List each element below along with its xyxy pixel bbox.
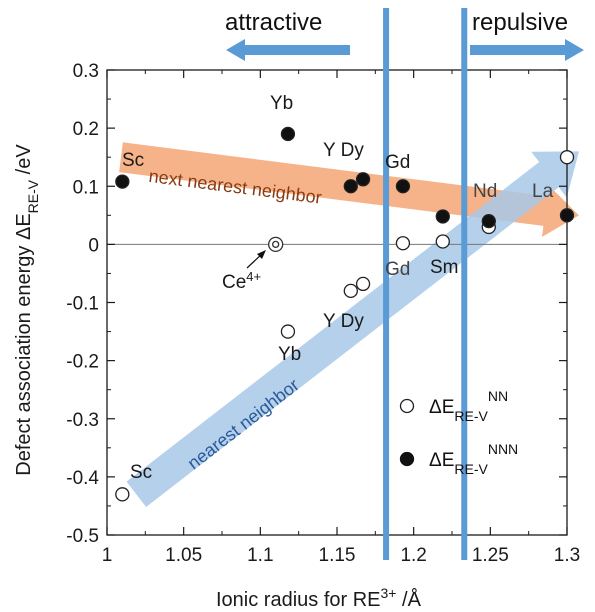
label-sc-nnn: Sc	[122, 150, 144, 171]
legend-filled-marker	[399, 451, 415, 467]
legend-open-marker	[399, 398, 415, 414]
attractive-arrow	[226, 39, 350, 61]
label-gd-nn: Gd	[385, 259, 410, 280]
y-tick-label: -0.5	[66, 526, 99, 547]
repulsive-arrow	[470, 39, 584, 61]
label-sm: Sm	[430, 257, 459, 278]
x-tick-label: 1.15	[319, 545, 356, 566]
y-tick-label: 0.1	[73, 177, 99, 198]
nnn-point-gd	[395, 179, 411, 194]
nnn-point-y	[343, 179, 358, 194]
nnn-point-dy	[355, 172, 371, 187]
ce-arrow-head	[257, 250, 266, 259]
nn-point-sm	[435, 234, 450, 249]
points-layer	[115, 126, 575, 502]
label-nd: Nd	[473, 181, 497, 202]
legend-nnn-label: ΔERE-VNNN	[429, 441, 518, 477]
nnn-point-sc	[115, 174, 130, 189]
label-ydy-nnn: Y Dy	[323, 140, 364, 161]
label-gd-nnn: Gd	[385, 152, 410, 173]
y-tick-label: -0.1	[66, 294, 99, 315]
y-axis-title: Defect association energy ΔERE-V /eV	[13, 144, 41, 476]
nn-point-dy	[355, 276, 371, 292]
label-yb-nn: Yb	[278, 344, 301, 365]
top-annotations: attractive repulsive	[225, 9, 584, 61]
label-sc-nn: Sc	[130, 462, 152, 483]
nn-point-la	[559, 150, 575, 165]
label-la: La	[532, 181, 554, 202]
x-tick-label: 1	[102, 545, 113, 566]
x-ticks: 1 1.05 1.1 1.15 1.2 1.25 1.3	[102, 70, 580, 566]
nn-point-gd	[395, 236, 411, 251]
x-tick-label: 1.3	[554, 545, 580, 566]
label-yb-nnn: Yb	[270, 93, 293, 114]
nnn-point-la	[559, 208, 575, 223]
y-tick-label: 0.3	[73, 61, 99, 82]
y-tick-label: 0.2	[73, 119, 99, 140]
x-tick-label: 1.05	[165, 545, 202, 566]
y-tick-label: 0	[88, 235, 99, 256]
nn-point-y	[343, 283, 358, 299]
y-tick-label: -0.2	[66, 352, 99, 373]
point-labels: Sc Yb Y Dy Gd Nd La Gd Sm Y Dy Yb Sc	[122, 93, 554, 483]
attractive-label: attractive	[225, 9, 322, 36]
y-tick-label: -0.3	[66, 410, 99, 431]
ce-annotation: Ce4+	[222, 236, 284, 294]
nnn-point-nd	[481, 213, 496, 229]
ce-label: Ce4+	[222, 269, 261, 294]
label-ydy-nn: Y Dy	[323, 311, 364, 332]
ce-point-inner	[272, 240, 280, 249]
x-tick-label: 1.1	[247, 545, 273, 566]
nnn-point-sm	[435, 209, 450, 224]
nnn-point-yb	[280, 126, 296, 142]
vertical-lines	[383, 8, 468, 560]
repulsive-label: repulsive	[472, 9, 568, 36]
x-tick-label: 1.2	[400, 545, 426, 566]
legend-nn-label: ΔERE-VNN	[429, 388, 508, 424]
nn-point-yb	[280, 324, 296, 339]
x-axis-title: Ionic radius for RE3+ /Å	[216, 585, 422, 611]
y-ticks: 0.3 0.2 0.1 0 -0.1 -0.2 -0.3 -0.4 -0.5	[66, 61, 567, 547]
nn-point-sc	[115, 487, 130, 502]
x-tick-label: 1.25	[472, 545, 509, 566]
y-tick-label: -0.4	[66, 468, 99, 489]
legend: ΔERE-VNN ΔERE-VNNN	[399, 388, 518, 477]
